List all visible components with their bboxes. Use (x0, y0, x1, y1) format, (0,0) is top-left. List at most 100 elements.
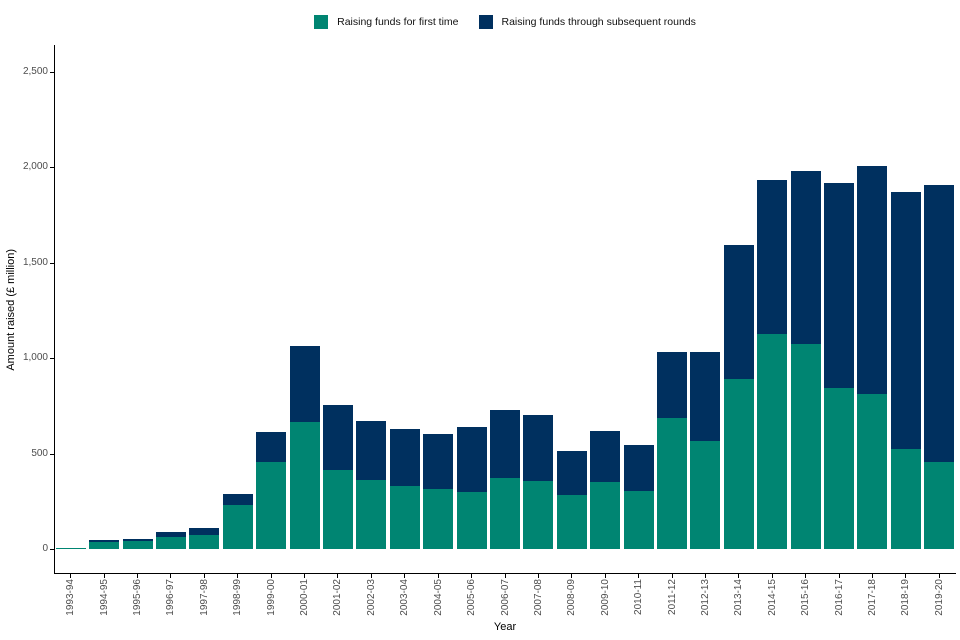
bar-1995-96 (122, 538, 153, 549)
y-tick-label: 2,500 (22, 66, 48, 77)
bar-2009-10 (590, 431, 621, 549)
x-tick-mark (337, 574, 339, 578)
bar-2011-12 (657, 352, 688, 549)
bar-segment-first-time (690, 441, 721, 549)
x-tick-label: 2017-18 (866, 579, 878, 616)
legend-swatch-first-time (314, 15, 329, 29)
x-tick-mark (638, 574, 640, 578)
x-tick-label: 2016-17 (833, 579, 845, 616)
bar-segment-subsequent (757, 180, 788, 335)
legend: Raising funds for first time Raising fun… (54, 7, 956, 37)
bar-segment-subsequent (89, 540, 120, 542)
bar-segment-first-time (55, 547, 86, 549)
bar-segment-first-time (423, 488, 454, 549)
bar-segment-first-time (356, 479, 387, 549)
bar-segment-first-time (824, 387, 855, 549)
bar-segment-subsequent (189, 528, 220, 535)
bar-2007-08 (523, 415, 554, 549)
y-tick-label: 2,000 (22, 161, 48, 173)
y-tick-label: 1,500 (22, 256, 48, 268)
bar-segment-first-time (857, 393, 888, 549)
bar-segment-first-time (89, 541, 120, 549)
x-tick-label: 2004-05 (432, 579, 444, 616)
x-tick-mark (805, 574, 807, 578)
x-tick-mark (571, 574, 573, 578)
x-tick-mark (304, 574, 306, 578)
bar-segment-first-time (757, 334, 788, 549)
bar-segment-first-time (456, 492, 487, 549)
bar-2002-03 (356, 421, 387, 549)
bar-segment-first-time (523, 480, 554, 549)
x-tick-label: 2014-15 (766, 579, 778, 616)
x-tick-mark (471, 574, 473, 578)
bar-segment-subsequent (824, 183, 855, 388)
bar-2015-16 (790, 170, 821, 549)
bar-segment-first-time (189, 534, 220, 549)
x-tick-mark (504, 574, 506, 578)
bar-segment-subsequent (456, 426, 487, 493)
y-tick-mark (50, 262, 54, 264)
bar-segment-subsequent (155, 531, 186, 537)
x-tick-label: 2005-06 (466, 579, 478, 616)
bar-segment-first-time (490, 478, 520, 549)
x-tick-label: 2019-20 (933, 579, 945, 616)
bar-segment-first-time (924, 462, 955, 549)
bar-1993-94 (55, 547, 86, 549)
bar-1997-98 (189, 528, 220, 549)
x-tick-label: 2015-16 (800, 579, 812, 616)
bar-segment-subsequent (657, 352, 688, 419)
bar-segment-first-time (322, 470, 353, 549)
bar-segment-subsequent (490, 410, 520, 479)
bar-2010-11 (623, 445, 654, 549)
x-tick-label: 2009-10 (599, 579, 611, 616)
x-tick-mark (237, 574, 239, 578)
bar-2013-14 (723, 245, 754, 549)
x-tick-label: 1997-98 (198, 579, 210, 616)
bar-segment-first-time (289, 422, 320, 549)
bar-segment-first-time (155, 536, 186, 549)
y-tick-mark (50, 72, 54, 73)
bar-segment-subsequent (723, 245, 754, 379)
y-tick-mark (50, 453, 54, 455)
bar-segment-subsequent (523, 415, 554, 481)
bar-2008-09 (556, 451, 587, 549)
x-tick-mark (905, 574, 907, 578)
legend-swatch-subsequent-rounds (478, 15, 493, 29)
y-tick-label: 0 (42, 543, 48, 554)
bar-2012-13 (690, 352, 721, 549)
x-tick-label: 1996-97 (165, 579, 177, 616)
x-tick-mark (103, 574, 105, 578)
x-tick-label: 2000-01 (299, 579, 311, 616)
x-tick-label: 2006-07 (499, 579, 511, 616)
bar-segment-first-time (590, 482, 621, 549)
x-tick-mark (871, 574, 873, 578)
legend-label-first-time: Raising funds for first time (337, 16, 459, 28)
x-tick-mark (370, 574, 372, 578)
plot-area (54, 45, 956, 574)
x-tick-label: 2012-13 (699, 579, 711, 616)
bar-2016-17 (824, 183, 855, 549)
x-tick-label: 2018-19 (900, 579, 912, 616)
bar-segment-first-time (222, 505, 253, 549)
x-tick-label: 1999-00 (265, 579, 277, 616)
legend-item-first-time: Raising funds for first time (314, 15, 459, 29)
bar-segment-first-time (723, 378, 754, 549)
bar-segment-first-time (556, 495, 587, 549)
x-tick-mark (437, 574, 439, 578)
bar-2005-06 (456, 426, 487, 549)
x-tick-mark (270, 574, 272, 578)
x-tick-label: 1993-94 (65, 579, 77, 616)
bar-1998-99 (222, 494, 253, 549)
bar-2018-19 (890, 192, 921, 549)
y-tick-mark (50, 167, 54, 169)
y-tick-mark (50, 549, 54, 550)
y-axis-title: Amount raised (£ million) (5, 248, 17, 371)
bar-2014-15 (757, 180, 788, 549)
x-tick-label: 1994-95 (98, 579, 110, 616)
bar-segment-subsequent (389, 429, 420, 487)
x-tick-label: 2011-12 (666, 579, 678, 615)
bar-1999-00 (256, 431, 287, 549)
legend-label-subsequent-rounds: Raising funds through subsequent rounds (501, 16, 696, 28)
bar-segment-subsequent (690, 352, 721, 441)
